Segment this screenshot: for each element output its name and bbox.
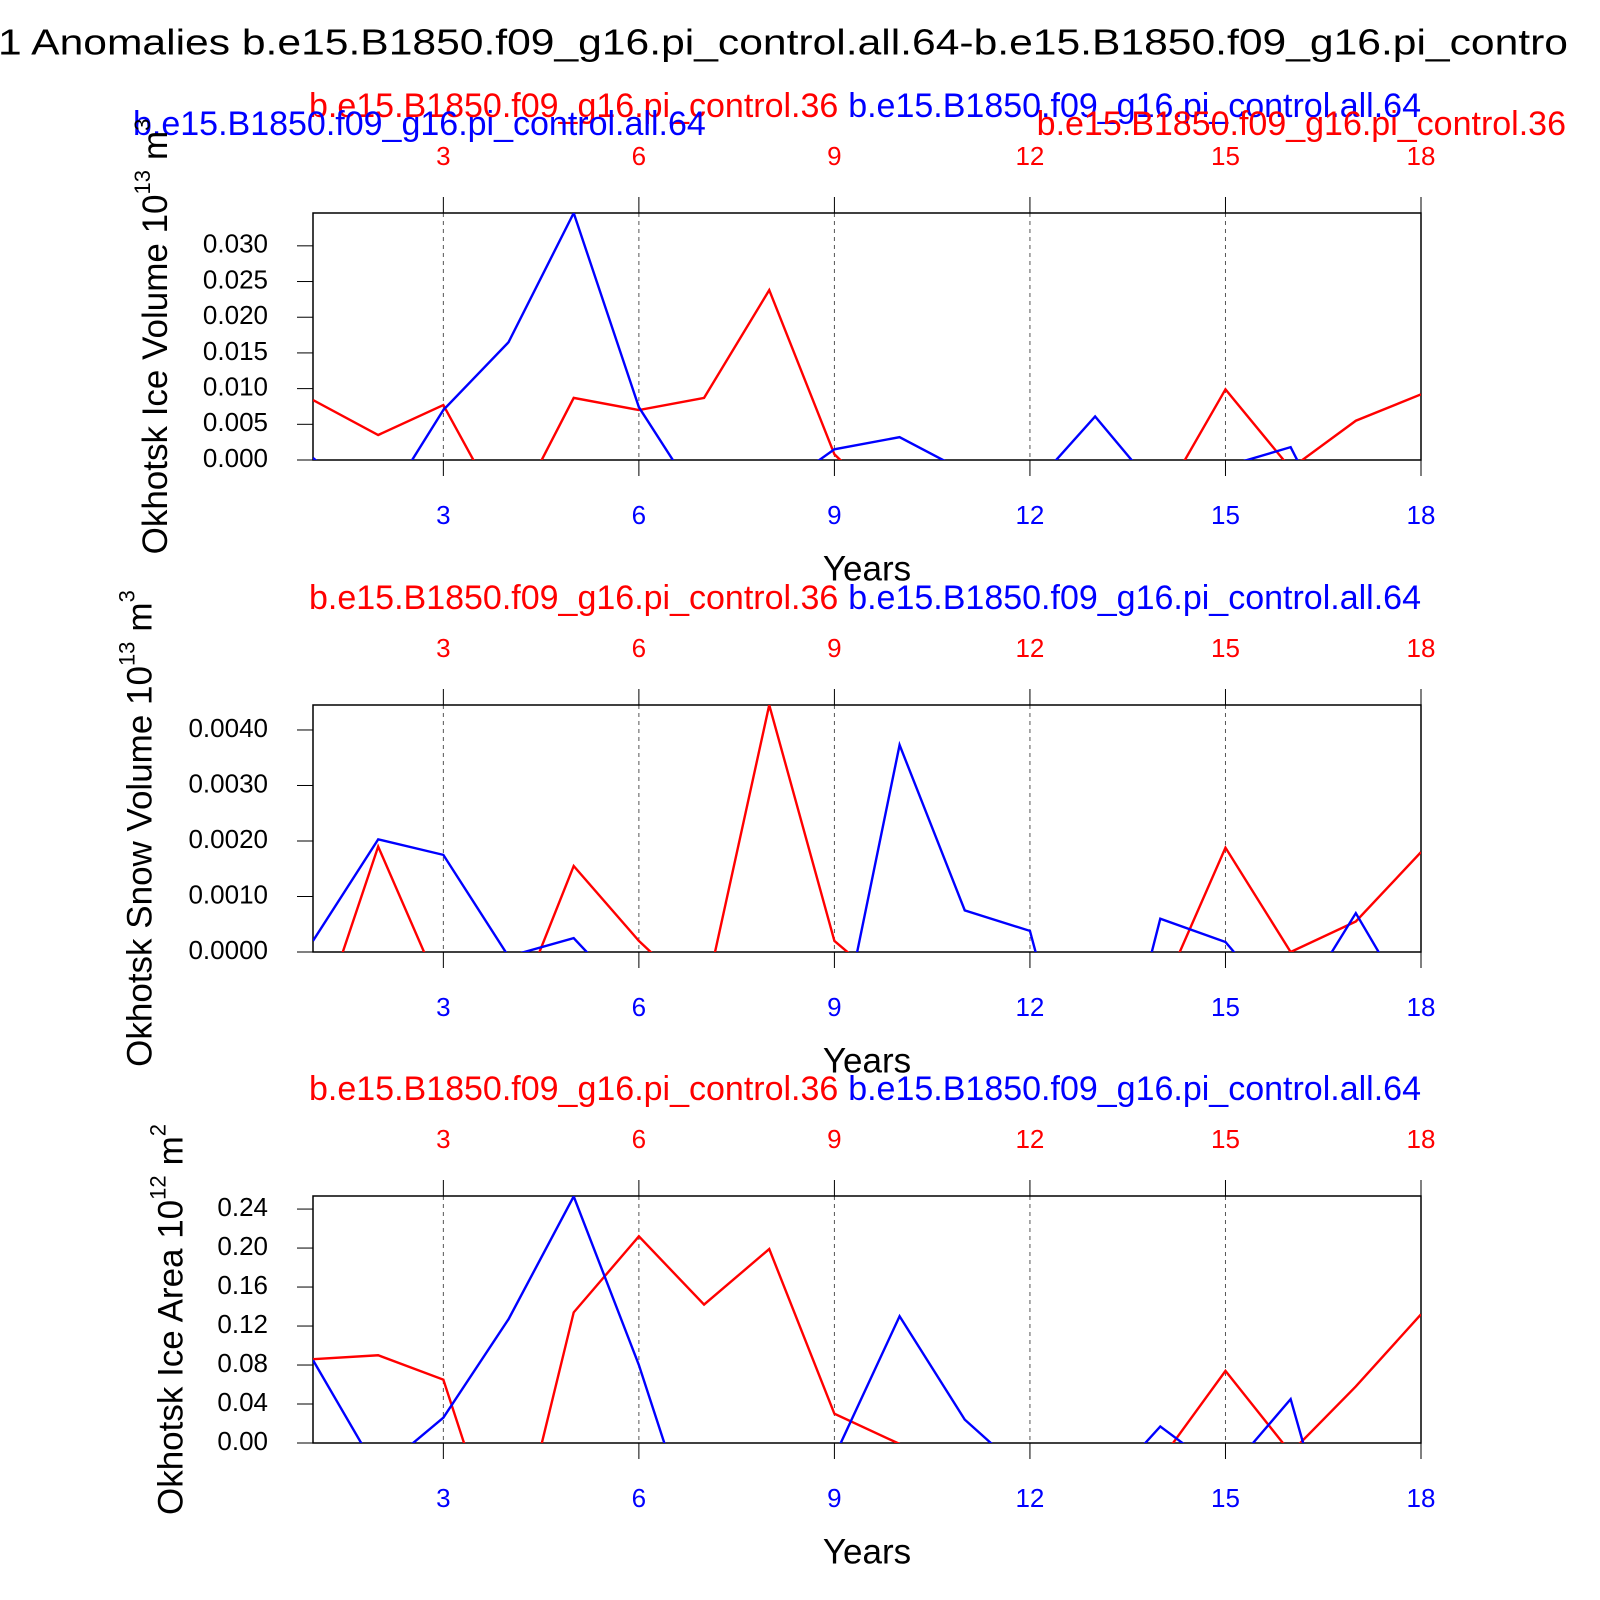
y-tick-label: 0.005 xyxy=(203,407,268,437)
x2-tick-label: 18 xyxy=(1407,1124,1436,1154)
x2-tick-label: 15 xyxy=(1211,1124,1240,1154)
x-tick-label: 18 xyxy=(1407,992,1436,1022)
x2-tick-label: 12 xyxy=(1015,1124,1044,1154)
x-tick-label: 3 xyxy=(436,1483,450,1513)
y-tick-label: 0.16 xyxy=(217,1270,268,1300)
data-line xyxy=(313,1196,1305,1443)
data-line xyxy=(313,740,1381,952)
y-axis-title-power: 13 xyxy=(114,642,139,666)
x-tick-label: 9 xyxy=(827,1483,841,1513)
y-tick-label: 0.015 xyxy=(203,336,268,366)
y-axis-title-text: Okhotsk Ice Area 10 xyxy=(152,1200,191,1515)
y-tick-label: 0.00 xyxy=(217,1426,268,1456)
data-line xyxy=(341,705,1421,952)
series-title: b.e15.B1850.f09_g16.pi_control.all.64 xyxy=(133,105,706,143)
x-tick-label: 3 xyxy=(436,500,450,530)
x-axis-title: Years xyxy=(823,1041,911,1080)
x2-tick-label: 9 xyxy=(827,141,841,171)
x2-tick-label: 6 xyxy=(632,633,646,663)
x-tick-label: 15 xyxy=(1211,1483,1240,1513)
x2-tick-label: 12 xyxy=(1015,141,1044,171)
data-line xyxy=(313,287,1421,460)
y-tick-label: 0.0040 xyxy=(188,713,268,743)
y-tick-label: 0.24 xyxy=(217,1192,268,1222)
x-tick-label: 12 xyxy=(1015,1483,1044,1513)
y-tick-label: 0.020 xyxy=(203,300,268,330)
x-tick-label: 15 xyxy=(1211,992,1240,1022)
x2-tick-label: 3 xyxy=(436,1124,450,1154)
x2-tick-label: 18 xyxy=(1407,633,1436,663)
data-line xyxy=(313,213,1299,460)
y-tick-label: 0.025 xyxy=(203,264,268,294)
y-tick-label: 0.0000 xyxy=(188,935,268,965)
x-tick-label: 15 xyxy=(1211,500,1240,530)
y-tick-label: 0.0020 xyxy=(188,824,268,854)
plot-frame xyxy=(312,1195,1422,1444)
x2-tick-label: 6 xyxy=(632,141,646,171)
x-tick-label: 9 xyxy=(827,500,841,530)
x-tick-label: 12 xyxy=(1015,992,1044,1022)
x2-tick-label: 6 xyxy=(632,1124,646,1154)
y-tick-label: 0.12 xyxy=(217,1309,268,1339)
x2-tick-label: 18 xyxy=(1407,141,1436,171)
y-axis-title: Okhotsk Ice Area 1012 m2 xyxy=(145,1124,190,1515)
x-tick-label: 12 xyxy=(1015,500,1044,530)
x-axis-title: Years xyxy=(823,1532,911,1571)
y-axis-title-unit-power: 3 xyxy=(114,590,139,602)
y-tick-label: 0.0010 xyxy=(188,879,268,909)
series-title: b.e15.B1850.f09_g16.pi_control.36 xyxy=(309,579,838,617)
series-title: b.e15.B1850.f09_g16.pi_control.all.64 xyxy=(848,87,1421,125)
y-axis-title-power: 13 xyxy=(130,170,155,194)
plot-frame xyxy=(312,212,1422,461)
x2-tick-label: 3 xyxy=(436,141,450,171)
x2-tick-label: 12 xyxy=(1015,633,1044,663)
x-tick-label: 18 xyxy=(1407,1483,1436,1513)
x-tick-label: 18 xyxy=(1407,500,1436,530)
x-tick-label: 3 xyxy=(436,992,450,1022)
x2-tick-label: 9 xyxy=(827,1124,841,1154)
x2-tick-label: 3 xyxy=(436,633,450,663)
series-title: b.e15.B1850.f09_g16.pi_control.36 xyxy=(309,87,838,125)
x-axis-title: Years xyxy=(823,549,911,588)
y-tick-label: 0.0030 xyxy=(188,768,268,798)
y-axis-title-text: Okhotsk Snow Volume 10 xyxy=(121,666,160,1067)
y-axis-title: Okhotsk Ice Volume 1013 m3 xyxy=(130,119,175,555)
y-tick-label: 0.04 xyxy=(217,1387,268,1417)
x-tick-label: 6 xyxy=(632,500,646,530)
y-axis-title-unit: m xyxy=(136,131,175,160)
x2-tick-label: 9 xyxy=(827,633,841,663)
y-axis-title-unit: m xyxy=(152,1136,191,1165)
data-line xyxy=(313,1234,1421,1443)
y-axis-title-unit: m xyxy=(121,602,160,631)
y-axis-title-unit-power: 3 xyxy=(130,119,155,131)
series-title: b.e15.B1850.f09_g16.pi_control.all.64 xyxy=(848,1070,1421,1108)
y-tick-label: 0.030 xyxy=(203,229,268,259)
y-tick-label: 0.010 xyxy=(203,371,268,401)
y-axis-title: Okhotsk Snow Volume 1013 m3 xyxy=(114,590,159,1067)
y-tick-label: 0.20 xyxy=(217,1231,268,1261)
y-axis-title-text: Okhotsk Ice Volume 10 xyxy=(136,194,175,554)
y-tick-label: 0.000 xyxy=(203,443,268,473)
x-tick-label: 6 xyxy=(632,992,646,1022)
figure-title: 1 Anomalies b.e15.B1850.f09_g16.pi_contr… xyxy=(0,22,1568,63)
series-title: b.e15.B1850.f09_g16.pi_control.all.64 xyxy=(848,579,1421,617)
y-tick-label: 0.08 xyxy=(217,1348,268,1378)
plot-frame xyxy=(312,704,1422,953)
y-axis-title-power: 12 xyxy=(145,1175,170,1199)
series-title: b.e15.B1850.f09_g16.pi_control.36 xyxy=(1037,105,1566,143)
x2-tick-label: 15 xyxy=(1211,141,1240,171)
x2-tick-label: 15 xyxy=(1211,633,1240,663)
x-tick-label: 6 xyxy=(632,1483,646,1513)
y-axis-title-unit-power: 2 xyxy=(145,1124,170,1136)
x-tick-label: 9 xyxy=(827,992,841,1022)
series-title: b.e15.B1850.f09_g16.pi_control.36 xyxy=(309,1070,838,1108)
